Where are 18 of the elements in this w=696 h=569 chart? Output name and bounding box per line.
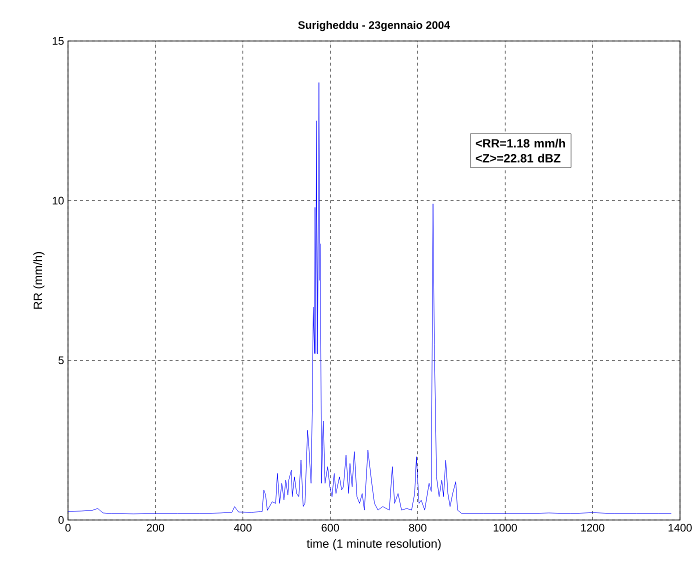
x-tick-label: 200 bbox=[146, 524, 164, 532]
x-tick-label: 400 bbox=[234, 524, 252, 532]
y-axis-title: RR (mm/h) bbox=[33, 252, 44, 309]
x-tick-label: 800 bbox=[409, 524, 426, 532]
x-axis-title: time (1 minute resolution) bbox=[306, 539, 441, 550]
annotation: <RR=1.18 mm/h bbox=[476, 138, 565, 148]
y-tick-label: 10 bbox=[52, 196, 64, 205]
x-tick-label: 1400 bbox=[668, 524, 692, 532]
line-series bbox=[68, 82, 672, 514]
annotation: <Z>=22.81 dBZ bbox=[476, 154, 560, 162]
y-tick-label: 5 bbox=[58, 356, 64, 364]
y-tick-label: 15 bbox=[52, 37, 64, 45]
x-tick-label: 0 bbox=[65, 524, 71, 532]
x-tick-label: 1000 bbox=[494, 524, 517, 532]
chart-title: Surigheddu - 23gennaio 2004 bbox=[298, 20, 450, 32]
x-tick-label: 1200 bbox=[581, 524, 604, 532]
y-tick-label: 0 bbox=[58, 516, 64, 524]
x-tick-label: 600 bbox=[322, 524, 339, 532]
